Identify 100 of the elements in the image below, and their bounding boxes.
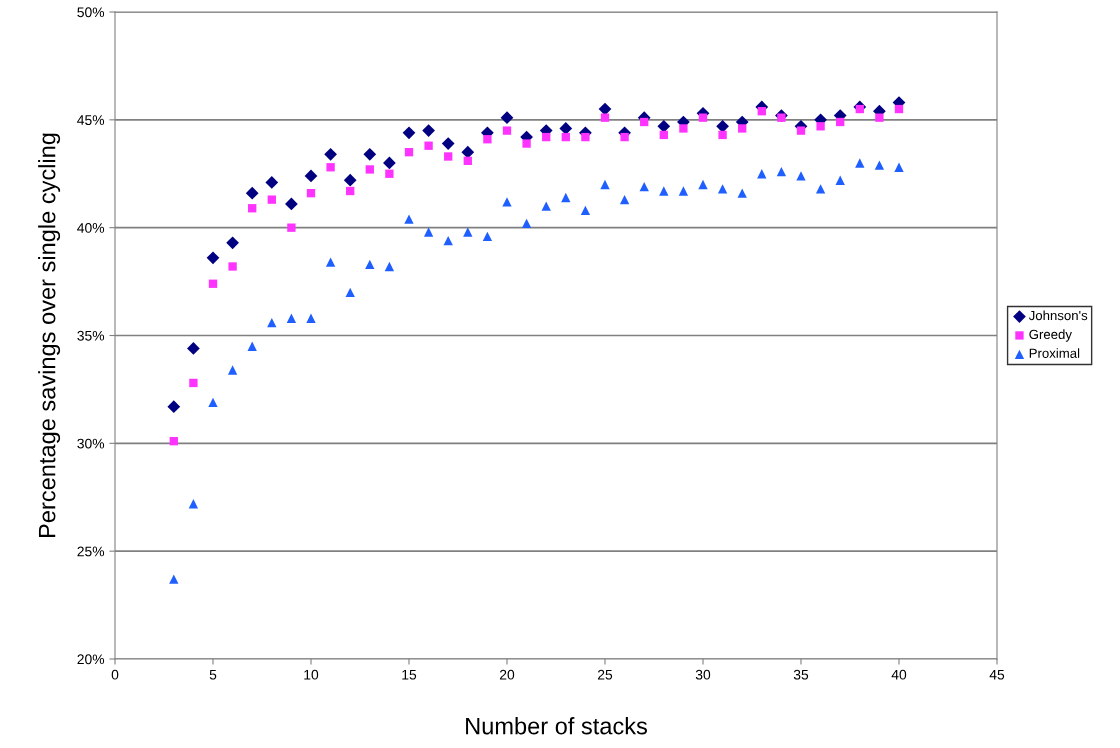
y-tick-label: 35%: [77, 330, 105, 341]
point: [874, 160, 885, 170]
point: [363, 147, 377, 161]
y-axis-title: Percentage savings over single cycling: [38, 133, 61, 537]
point: [346, 186, 355, 196]
point: [324, 147, 337, 161]
point: [169, 574, 179, 584]
point: [482, 231, 493, 241]
point: [815, 184, 826, 194]
point: [267, 317, 277, 328]
point: [208, 279, 218, 288]
y-tick-label: 20%: [77, 654, 105, 665]
point: [228, 262, 237, 271]
point: [796, 171, 806, 181]
point: [404, 214, 414, 224]
point: [777, 113, 786, 122]
point: [444, 152, 453, 161]
point: [402, 126, 416, 140]
point: [659, 130, 668, 140]
point: [208, 397, 218, 408]
point: [169, 437, 178, 446]
point: [226, 236, 239, 250]
y-tick-label: 25%: [77, 546, 105, 557]
point: [620, 132, 629, 142]
x-tick-label: 35: [793, 669, 809, 680]
point: [424, 141, 433, 150]
point: [404, 148, 414, 157]
point: [698, 179, 708, 190]
point: [189, 378, 198, 388]
x-tick-label: 30: [695, 669, 711, 680]
point: [718, 130, 727, 140]
point: [461, 145, 475, 159]
x-tick-label: 0: [111, 669, 119, 680]
point: [659, 186, 669, 196]
point: [737, 188, 747, 198]
point: [248, 204, 257, 213]
point: [757, 107, 766, 116]
point: [463, 156, 472, 165]
x-tick-label: 25: [597, 669, 613, 680]
x-tick-label: 45: [989, 669, 1005, 680]
x-tick-label: 10: [304, 669, 319, 680]
x-tick-label: 20: [499, 669, 515, 680]
point: [265, 176, 279, 189]
point: [855, 158, 865, 168]
point: [561, 192, 571, 203]
point: [894, 162, 904, 172]
point: [384, 261, 395, 272]
point: [698, 113, 708, 122]
point: [600, 113, 610, 122]
point: [522, 139, 531, 148]
point: [796, 126, 806, 135]
point: [365, 165, 374, 174]
point: [483, 135, 492, 144]
point: [287, 223, 296, 232]
point: [306, 313, 316, 323]
point: [345, 287, 355, 298]
point: [285, 197, 298, 211]
point: [894, 104, 904, 114]
point: [816, 122, 825, 131]
point: [580, 205, 591, 216]
point: [441, 137, 455, 150]
point: [657, 119, 671, 133]
point: [559, 122, 573, 135]
point: [542, 132, 551, 142]
point: [836, 117, 845, 127]
point: [385, 169, 394, 178]
point: [581, 132, 590, 142]
legend-label: Proximal: [1029, 348, 1080, 358]
point: [423, 227, 434, 237]
point: [639, 182, 649, 192]
point: [521, 218, 532, 229]
x-tick-label: 15: [402, 669, 417, 680]
point: [541, 201, 551, 211]
x-tick-label: 40: [891, 669, 907, 680]
point: [776, 166, 787, 177]
point: [286, 313, 297, 323]
point: [640, 117, 649, 127]
point: [717, 184, 728, 194]
point: [245, 186, 259, 200]
point: [267, 195, 276, 204]
point: [619, 194, 630, 205]
point: [383, 156, 396, 170]
point: [561, 132, 570, 142]
point: [422, 124, 435, 137]
point: [304, 169, 318, 183]
point: [835, 175, 845, 185]
point: [326, 163, 335, 172]
point: [600, 179, 610, 190]
y-tick-label: 40%: [77, 223, 105, 233]
point: [502, 126, 512, 135]
point: [679, 124, 688, 133]
point: [227, 365, 238, 375]
point: [206, 251, 220, 265]
y-tick-label: 30%: [77, 438, 105, 449]
point: [167, 400, 181, 414]
point: [875, 113, 884, 122]
point: [500, 111, 514, 125]
point: [247, 341, 257, 351]
point: [678, 186, 689, 196]
y-tick-label: 50%: [77, 7, 105, 18]
